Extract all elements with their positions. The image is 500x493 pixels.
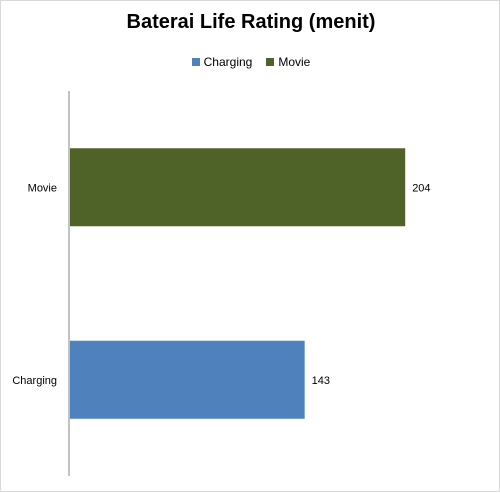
legend-item-charging: Charging [191, 55, 253, 69]
chart-legend: Charging Movie [1, 55, 500, 69]
data-label-charging: 143 [312, 375, 330, 387]
legend-item-movie: Movie [266, 55, 310, 69]
category-label-movie: Movie [28, 182, 57, 194]
legend-label-movie: Movie [278, 55, 311, 69]
category-label-charging: Charging [12, 375, 57, 387]
bar-charging [70, 340, 305, 419]
legend-swatch-movie [266, 58, 275, 66]
legend-swatch-charging [191, 58, 200, 66]
bar-movie [70, 148, 406, 227]
legend-label-charging: Charging [203, 55, 253, 69]
chart-title: Baterai Life Rating (menit) [126, 11, 376, 33]
data-label-movie: 204 [412, 182, 430, 194]
